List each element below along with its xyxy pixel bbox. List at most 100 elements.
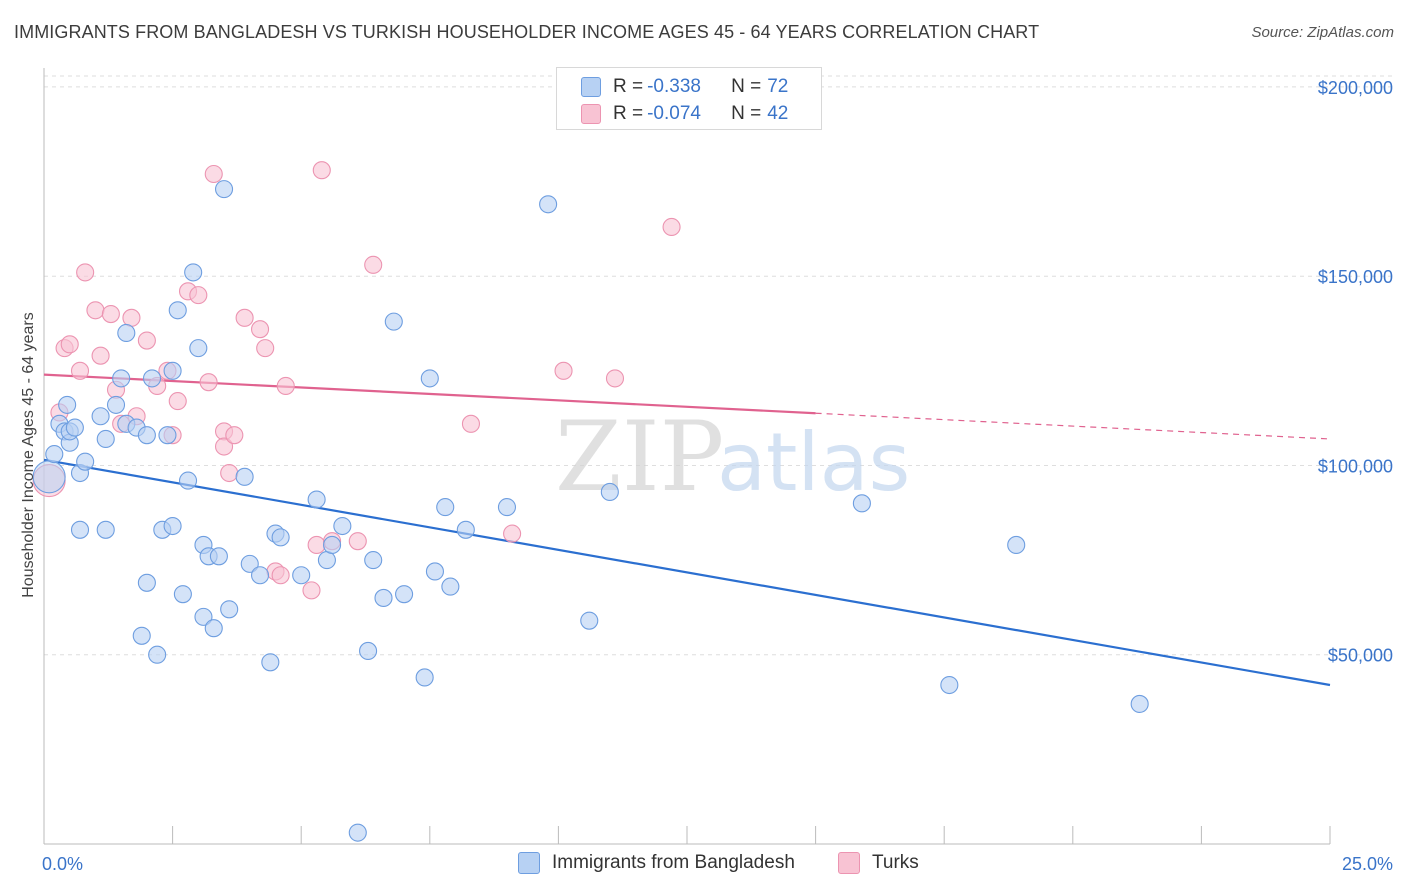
point-turks [503,524,522,543]
point-bangladesh [539,195,558,214]
point-turks [605,369,625,388]
point-turks [256,339,275,358]
point-bangladesh [348,823,367,842]
point-turks [225,426,244,445]
y-tick-label: $150,000 [1318,267,1393,287]
point-bangladesh [395,585,414,604]
x-tick-label-max: 25.0% [1342,854,1393,874]
point-bangladesh [333,516,352,536]
trend-line-solid [43,458,1331,687]
legend-label-bangladesh: Immigrants from Bangladesh [552,852,795,873]
legend-r-label: R = [613,103,644,124]
point-turks [137,331,156,350]
y-tick-labels: $50,000 $100,000 $150,000 $200,000 [1318,78,1393,666]
point-turks [76,263,95,282]
point-turks [271,566,290,585]
point-bangladesh [106,395,126,414]
point-bangladesh [132,626,151,645]
point-bangladesh [214,180,234,199]
legend-item-turks[interactable]: Turks [838,852,919,874]
trend-line-dashed [815,412,1331,440]
point-turks [101,304,120,324]
watermark: ZIP atlas [555,401,910,513]
point-turks [554,361,573,380]
series-legend: Immigrants from Bangladesh Turks [0,852,1406,878]
point-bangladesh [359,641,378,660]
point-bangladesh [420,369,439,388]
point-bangladesh [209,547,228,566]
point-bangladesh [184,263,203,282]
point-bangladesh [65,418,84,437]
point-turks [168,392,187,411]
point-bangladesh [137,573,156,592]
trend-lines [43,373,1331,687]
point-turks [204,164,223,184]
legend-n-value: 42 [767,103,789,124]
point-bangladesh [58,395,77,414]
point-bangladesh [441,577,460,596]
point-bangladesh [112,369,131,388]
point-bangladesh [852,494,871,513]
point-bangladesh [163,361,182,380]
point-bangladesh [204,619,223,638]
point-bangladesh [148,645,167,664]
point-bangladesh [96,429,115,449]
point-bangladesh [384,312,403,331]
legend-swatch-blue [581,77,601,97]
point-bangladesh [142,369,162,388]
legend-r-label: R = [613,76,644,97]
x-tick-labels: 0.0% 25.0% [42,854,1393,874]
point-turks [86,301,105,320]
point-turks [199,373,218,392]
watermark-zip: ZIP [555,401,724,513]
point-bangladesh [436,498,455,517]
point-turks [312,161,331,180]
watermark-atlas: atlas [717,416,910,509]
point-turks [214,437,234,456]
point-bangladesh [1130,694,1149,713]
point-bangladesh [91,407,110,426]
legend-r-value: -0.338 [647,76,701,97]
point-bangladesh [158,426,177,445]
point-bangladesh [189,339,208,358]
point-bangladesh [250,566,270,585]
point-bangladesh [70,520,90,539]
legend-swatch-pink [838,852,860,874]
point-turks [662,217,681,237]
point-bangladesh [1007,535,1026,555]
point-turks [60,335,79,354]
x-tick-label-min: 0.0% [42,854,83,874]
y-tick-label: $100,000 [1318,456,1393,476]
point-bangladesh [415,668,434,687]
legend-n-label: N = [731,103,762,124]
point-bangladesh [32,460,66,494]
legend-row-turks: R = -0.074 N = 42 [581,101,788,127]
point-bangladesh [271,528,290,547]
point-turks [307,535,326,555]
point-turks [122,308,141,327]
point-turks [250,320,270,339]
legend-r-value: -0.074 [647,103,701,124]
point-turks [461,414,481,433]
point-bangladesh [374,588,393,608]
point-bangladesh [96,520,115,539]
chart-title: IMMIGRANTS FROM BANGLADESH VS TURKISH HO… [14,22,1040,42]
point-turks [364,255,383,274]
legend-row-bangladesh: R = -0.338 N = 72 [581,74,788,100]
legend-label-turks: Turks [872,852,919,873]
point-turks [189,286,208,305]
point-bangladesh [76,452,95,471]
point-turks [91,346,110,365]
point-bangladesh [178,471,198,490]
point-bangladesh [307,490,326,509]
legend-item-bangladesh[interactable]: Immigrants from Bangladesh [518,852,795,874]
point-bangladesh [261,653,280,672]
point-bangladesh [137,426,156,445]
legend-n-value: 72 [767,76,789,97]
point-bangladesh [194,607,213,626]
point-bangladesh [45,445,64,464]
point-bangladesh [173,585,192,604]
point-bangladesh [580,611,599,630]
y-tick-label: $200,000 [1318,78,1393,98]
